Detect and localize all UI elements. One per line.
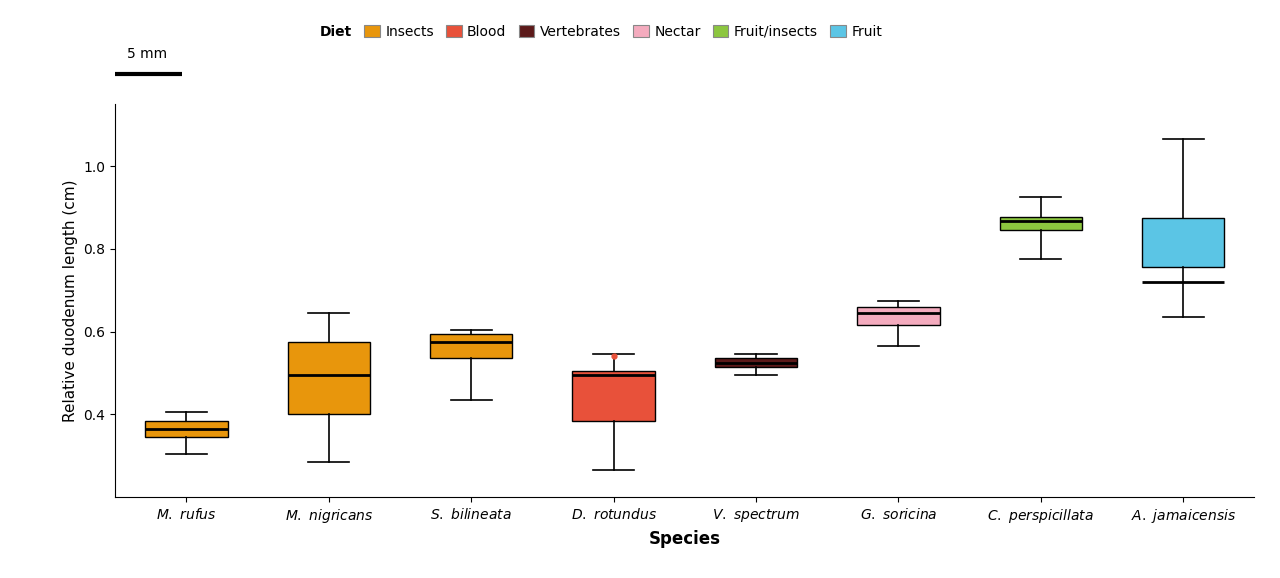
Legend: Diet, Insects, Blood, Vertebrates, Nectar, Fruit/insects, Fruit: Diet, Insects, Blood, Vertebrates, Necta… (298, 24, 882, 39)
PathPatch shape (288, 342, 370, 414)
X-axis label: Species: Species (649, 531, 721, 549)
PathPatch shape (858, 307, 940, 325)
PathPatch shape (430, 334, 512, 358)
PathPatch shape (1000, 217, 1082, 230)
PathPatch shape (145, 421, 228, 437)
Text: 5 mm: 5 mm (127, 47, 168, 61)
Y-axis label: Relative duodenum length (cm): Relative duodenum length (cm) (63, 179, 78, 422)
PathPatch shape (1142, 218, 1225, 268)
PathPatch shape (572, 371, 655, 421)
PathPatch shape (714, 358, 797, 367)
